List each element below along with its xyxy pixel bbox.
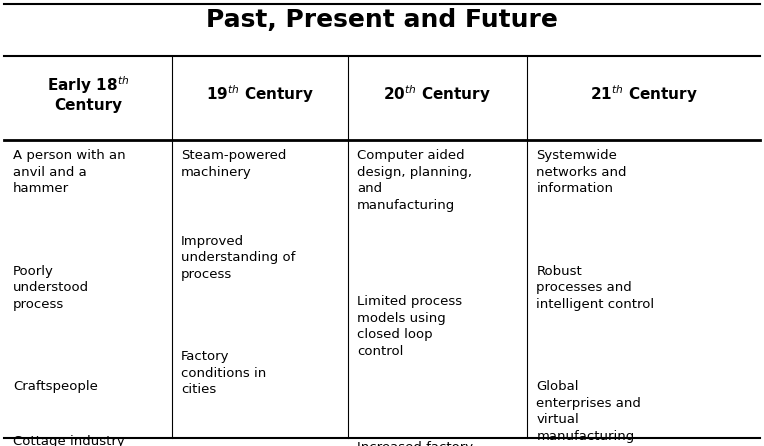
Text: Limited process
models using
closed loop
control: Limited process models using closed loop… (357, 295, 462, 358)
Text: Past, Present and Future: Past, Present and Future (206, 8, 558, 32)
Text: Improved
understanding of
process: Improved understanding of process (181, 235, 296, 281)
Text: Cottage industry: Cottage industry (13, 435, 125, 446)
Text: Robust
processes and
intelligent control: Robust processes and intelligent control (536, 265, 655, 311)
Text: Global
enterprises and
virtual
manufacturing
corporations: Global enterprises and virtual manufactu… (536, 380, 641, 446)
Text: Factory
conditions in
cities: Factory conditions in cities (181, 350, 267, 396)
Text: Computer aided
design, planning,
and
manufacturing: Computer aided design, planning, and man… (357, 149, 472, 212)
Text: 20$^{th}$ Century: 20$^{th}$ Century (384, 83, 491, 104)
Text: Poorly
understood
process: Poorly understood process (13, 265, 89, 311)
Text: A person with an
anvil and a
hammer: A person with an anvil and a hammer (13, 149, 125, 195)
Text: Craftspeople: Craftspeople (13, 380, 98, 393)
Text: Early 18$^{th}$
Century: Early 18$^{th}$ Century (47, 74, 129, 113)
Text: 19$^{th}$ Century: 19$^{th}$ Century (206, 83, 314, 104)
Text: Systemwide
networks and
information: Systemwide networks and information (536, 149, 626, 195)
Text: Steam-powered
machinery: Steam-powered machinery (181, 149, 286, 179)
Text: Increased factory
automation: Increased factory automation (357, 441, 473, 446)
Text: 21$^{th}$ Century: 21$^{th}$ Century (590, 83, 698, 104)
